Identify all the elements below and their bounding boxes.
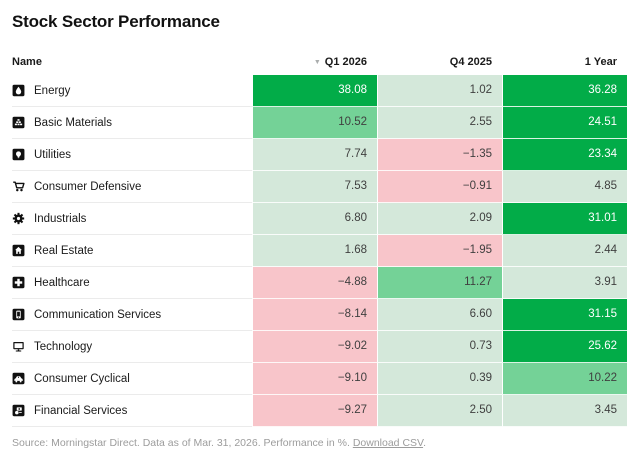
- value-cell-q4-2025: 11.27: [377, 267, 502, 299]
- sector-name-cell: Utilities: [12, 139, 252, 171]
- table-row: Consumer Cyclical −9.10 0.39 10.22: [12, 363, 627, 395]
- value-cell-q1-2026: 10.52: [252, 107, 377, 139]
- value-cell-1-year: 25.62: [502, 331, 627, 363]
- value-cell-q4-2025: 2.09: [377, 203, 502, 235]
- column-header-name[interactable]: Name: [12, 56, 42, 68]
- table-row: Communication Services −8.14 6.60 31.15: [12, 299, 627, 331]
- value-cell-q4-2025: 6.60: [377, 299, 502, 331]
- sector-label: Utilities: [34, 148, 72, 161]
- value-cell-q1-2026: 7.74: [252, 139, 377, 171]
- column-header-q1-2026[interactable]: ▼ Q1 2026: [252, 56, 377, 68]
- healthcare-icon: [12, 276, 25, 289]
- sector-label: Healthcare: [34, 276, 90, 289]
- value-cell-1-year: 24.51: [502, 107, 627, 139]
- sector-label: Energy: [34, 84, 71, 97]
- value-cell-q4-2025: 2.55: [377, 107, 502, 139]
- sector-name-cell: Technology: [12, 331, 252, 363]
- sector-name-cell: Consumer Cyclical: [12, 363, 252, 395]
- sector-name-cell: Energy: [12, 75, 252, 107]
- sector-label: Industrials: [34, 212, 87, 225]
- column-header-1-year[interactable]: 1 Year: [502, 56, 627, 68]
- page-title: Stock Sector Performance: [12, 12, 220, 31]
- value-cell-1-year: 3.91: [502, 267, 627, 299]
- value-cell-q1-2026: 38.08: [252, 75, 377, 107]
- sector-name-cell: Communication Services: [12, 299, 252, 331]
- value-cell-q1-2026: −9.27: [252, 395, 377, 427]
- source-text: Source: Morningstar Direct. Data as of M…: [12, 437, 353, 449]
- sector-label: Real Estate: [34, 244, 94, 257]
- value-cell-1-year: 23.34: [502, 139, 627, 171]
- value-cell-q4-2025: 0.39: [377, 363, 502, 395]
- sector-label: Technology: [34, 340, 93, 353]
- table-row: Healthcare −4.88 11.27 3.91: [12, 267, 627, 299]
- table-row: Real Estate 1.68 −1.95 2.44: [12, 235, 627, 267]
- value-cell-q4-2025: 0.73: [377, 331, 502, 363]
- column-header-q1-2026-label: Q1 2026: [324, 56, 367, 68]
- value-cell-q1-2026: −4.88: [252, 267, 377, 299]
- value-cell-1-year: 10.22: [502, 363, 627, 395]
- sector-label: Consumer Defensive: [34, 180, 142, 193]
- value-cell-1-year: 3.45: [502, 395, 627, 427]
- table-header-row: Name ▼ Q1 2026 Q4 2025 1 Year: [12, 56, 627, 75]
- table-row: Consumer Defensive 7.53 −0.91 4.85: [12, 171, 627, 203]
- sector-label: Financial Services: [34, 404, 128, 417]
- sector-name-cell: Financial Services: [12, 395, 252, 427]
- real-estate-icon: [12, 244, 25, 257]
- table-row: Financial Services −9.27 2.50 3.45: [12, 395, 627, 427]
- industrials-icon: [12, 212, 25, 225]
- sector-label: Communication Services: [34, 308, 162, 321]
- download-csv-link[interactable]: Download CSV: [352, 437, 424, 449]
- sector-name-cell: Consumer Defensive: [12, 171, 252, 203]
- sector-name-cell: Healthcare: [12, 267, 252, 299]
- column-header-q4-2025[interactable]: Q4 2025: [377, 56, 502, 68]
- energy-icon: [12, 84, 25, 97]
- value-cell-1-year: 4.85: [502, 171, 627, 203]
- consumer-defensive-icon: [12, 180, 25, 193]
- table-row: Energy 38.08 1.02 36.28: [12, 75, 627, 107]
- value-cell-1-year: 2.44: [502, 235, 627, 267]
- value-cell-q1-2026: −9.10: [252, 363, 377, 395]
- value-cell-q1-2026: 6.80: [252, 203, 377, 235]
- sector-name-cell: Industrials: [12, 203, 252, 235]
- table-row: Utilities 7.74 −1.35 23.34: [12, 139, 627, 171]
- sector-name-cell: Real Estate: [12, 235, 252, 267]
- sector-label: Basic Materials: [34, 116, 112, 129]
- financial-services-icon: [12, 404, 25, 417]
- source-text-period: .: [423, 437, 426, 449]
- value-cell-1-year: 36.28: [502, 75, 627, 107]
- column-header-1-year-label: 1 Year: [584, 56, 617, 68]
- value-cell-q4-2025: −1.95: [377, 235, 502, 267]
- consumer-cyclical-icon: [12, 372, 25, 385]
- sort-desc-triangle-icon: ▼: [313, 59, 321, 66]
- utilities-icon: [12, 148, 25, 161]
- communication-services-icon: [12, 308, 25, 321]
- table-row: Basic Materials 10.52 2.55 24.51: [12, 107, 627, 139]
- sector-name-cell: Basic Materials: [12, 107, 252, 139]
- value-cell-q4-2025: −1.35: [377, 139, 502, 171]
- value-cell-q1-2026: −9.02: [252, 331, 377, 363]
- value-cell-q4-2025: 2.50: [377, 395, 502, 427]
- sector-label: Consumer Cyclical: [34, 372, 130, 385]
- value-cell-q1-2026: 7.53: [252, 171, 377, 203]
- value-cell-q1-2026: 1.68: [252, 235, 377, 267]
- source-footer: Source: Morningstar Direct. Data as of M…: [12, 437, 627, 449]
- value-cell-q4-2025: 1.02: [377, 75, 502, 107]
- table-row: Technology −9.02 0.73 25.62: [12, 331, 627, 363]
- value-cell-q1-2026: −8.14: [252, 299, 377, 331]
- basic-materials-icon: [12, 116, 25, 129]
- value-cell-q4-2025: −0.91: [377, 171, 502, 203]
- value-cell-1-year: 31.01: [502, 203, 627, 235]
- technology-icon: [12, 340, 25, 353]
- sector-table-body: Energy 38.08 1.02 36.28 Basic Materials 10.52…: [12, 75, 627, 427]
- table-row: Industrials 6.80 2.09 31.01: [12, 203, 627, 235]
- value-cell-1-year: 31.15: [502, 299, 627, 331]
- column-header-q4-2025-label: Q4 2025: [449, 56, 492, 68]
